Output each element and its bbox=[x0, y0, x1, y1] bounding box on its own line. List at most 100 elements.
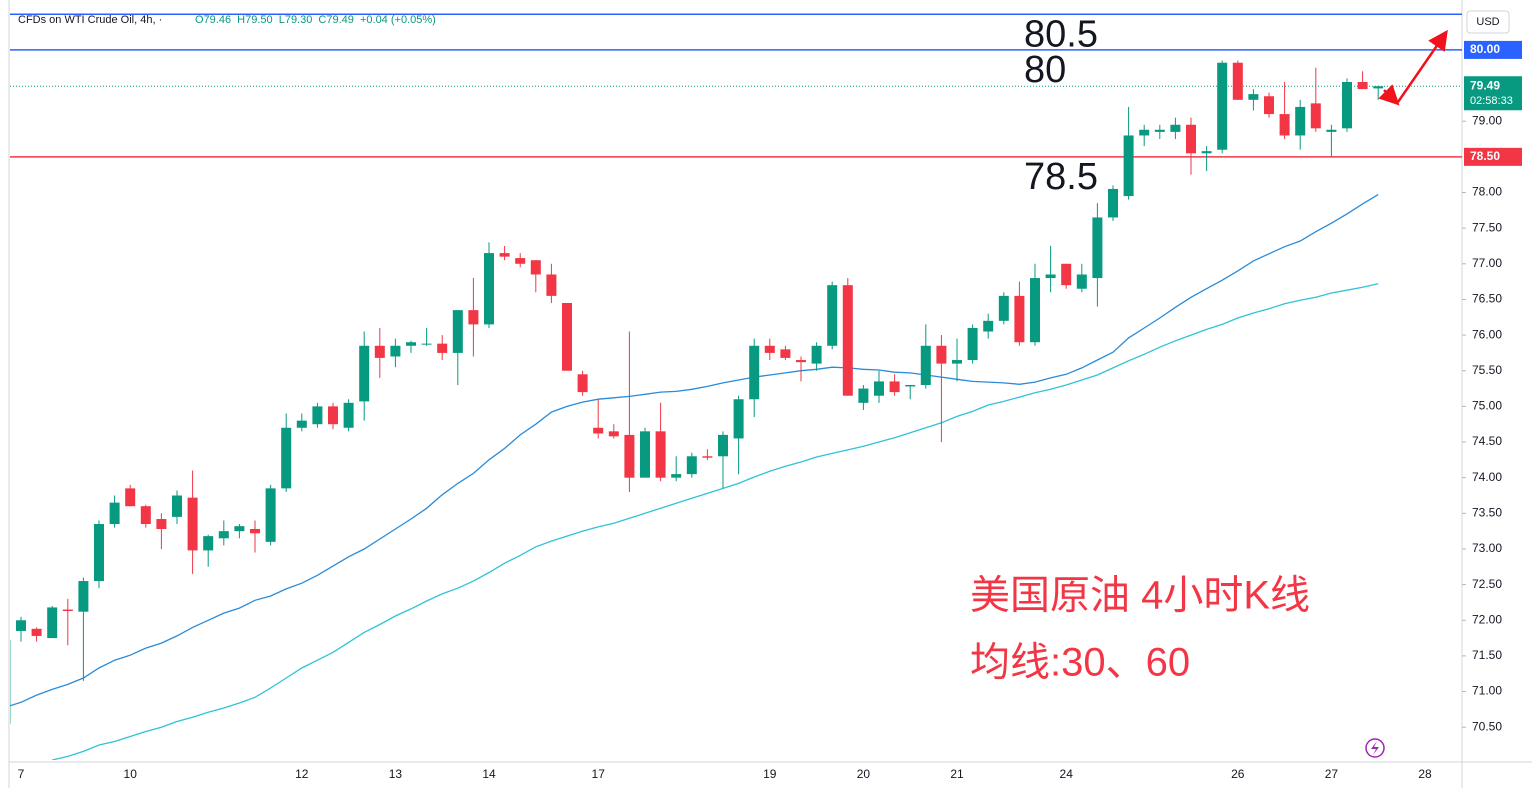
candle-body bbox=[686, 456, 697, 475]
candle-body bbox=[468, 310, 479, 325]
candle-body bbox=[452, 310, 463, 353]
x-tick-label: 28 bbox=[1418, 767, 1432, 781]
candle-body bbox=[733, 399, 744, 439]
last-price-box bbox=[1464, 76, 1522, 111]
candle-body bbox=[1076, 274, 1087, 289]
candle-body bbox=[1108, 188, 1118, 218]
candle-body bbox=[10, 640, 11, 724]
candle-body bbox=[780, 349, 791, 358]
candle-body bbox=[1123, 135, 1134, 197]
candle-body bbox=[967, 327, 978, 361]
candle-body bbox=[764, 345, 775, 353]
candle-body bbox=[125, 488, 136, 507]
candle-body bbox=[1295, 106, 1306, 136]
y-tick-label: 74.50 bbox=[1472, 434, 1502, 448]
candle-body bbox=[484, 253, 494, 325]
candle-body bbox=[936, 345, 947, 364]
ohlc-open: O79.46 bbox=[195, 14, 231, 26]
candle-body bbox=[671, 474, 682, 478]
arrow-down bbox=[1378, 84, 1400, 106]
x-tick-label: 17 bbox=[592, 767, 606, 781]
arrow-up bbox=[1396, 29, 1448, 103]
x-tick-label: 26 bbox=[1231, 767, 1245, 781]
y-tick-label: 76.00 bbox=[1472, 327, 1502, 341]
candle-body bbox=[499, 253, 510, 257]
candle-body bbox=[187, 497, 198, 551]
plot-area bbox=[10, 13, 1462, 760]
candle-body bbox=[920, 345, 931, 385]
level-price-box bbox=[1464, 40, 1522, 59]
countdown: 02:58:33 bbox=[1470, 95, 1513, 107]
moving-average bbox=[52, 283, 1379, 760]
ohlc: O79.46 H79.50 L79.30 C79.49 +0.04 (+0.05… bbox=[195, 14, 436, 26]
candle-body bbox=[1248, 94, 1259, 100]
candle-body bbox=[624, 434, 635, 478]
candle-body bbox=[858, 388, 869, 403]
candle-body bbox=[640, 431, 650, 478]
y-tick-label: 74.00 bbox=[1472, 470, 1502, 484]
y-tick-label: 77.00 bbox=[1472, 256, 1502, 270]
candle-body bbox=[827, 285, 838, 346]
candle-body bbox=[218, 531, 229, 539]
ohlc-change: +0.04 (+0.05%) bbox=[360, 14, 436, 26]
x-tick-label: 13 bbox=[389, 767, 403, 781]
y-tick-label: 72.50 bbox=[1472, 577, 1502, 591]
candle-body bbox=[1217, 62, 1228, 150]
candle-body bbox=[562, 303, 572, 371]
chart-note: 美国原油 4小时K线 bbox=[970, 574, 1310, 618]
x-tick-label: 27 bbox=[1325, 767, 1339, 781]
candle-body bbox=[515, 258, 526, 264]
candle-body bbox=[78, 581, 89, 612]
candle-body bbox=[1232, 62, 1243, 100]
currency-button[interactable] bbox=[1466, 10, 1510, 34]
chart-note: 均线:30、60 bbox=[970, 641, 1190, 685]
candle-body bbox=[1201, 151, 1212, 154]
level-price-label: 78.50 bbox=[1470, 149, 1500, 163]
candle-body bbox=[1030, 278, 1040, 343]
candle-body bbox=[1357, 81, 1368, 90]
candle-body bbox=[593, 427, 604, 434]
y-tick-label: 75.50 bbox=[1472, 363, 1502, 377]
candle-body bbox=[1186, 124, 1196, 154]
x-tick-label: 12 bbox=[295, 767, 309, 781]
x-tick-label: 14 bbox=[482, 767, 496, 781]
alert-icon-bolt bbox=[1371, 741, 1379, 755]
candle-body bbox=[437, 343, 448, 353]
candle-body bbox=[546, 274, 557, 296]
y-tick-label: 73.00 bbox=[1472, 541, 1502, 555]
candle-body bbox=[172, 495, 182, 517]
candle-body bbox=[374, 345, 385, 358]
ohlc-low: L79.30 bbox=[279, 14, 313, 26]
candle-body bbox=[952, 360, 962, 364]
candle-body bbox=[62, 609, 73, 611]
candle-body bbox=[94, 524, 104, 582]
candle-body bbox=[749, 345, 760, 400]
candle-body bbox=[1014, 295, 1025, 343]
candle-body bbox=[889, 381, 900, 393]
currency[interactable]: USD bbox=[1476, 16, 1499, 28]
level-price-box bbox=[1464, 147, 1522, 166]
candle-body bbox=[359, 345, 370, 402]
candle-body bbox=[1170, 124, 1181, 132]
candle-body bbox=[1310, 103, 1321, 129]
y-tick-label: 76.50 bbox=[1472, 292, 1502, 306]
candle-body bbox=[296, 420, 307, 428]
candle-body bbox=[1092, 217, 1103, 279]
y-tick-label: 78.00 bbox=[1472, 185, 1502, 199]
candle-body bbox=[796, 360, 806, 363]
candle-body bbox=[250, 529, 260, 534]
y-tick-label: 73.50 bbox=[1472, 505, 1502, 519]
alert-icon[interactable] bbox=[1365, 738, 1385, 758]
candle-body bbox=[109, 502, 120, 525]
x-tick-label: 24 bbox=[1060, 767, 1074, 781]
ohlc-high: H79.50 bbox=[237, 14, 272, 26]
candle-body bbox=[1045, 274, 1056, 279]
candle-body bbox=[577, 374, 588, 393]
candle-body bbox=[1326, 129, 1337, 132]
candle-body bbox=[203, 536, 214, 551]
candle-body bbox=[47, 607, 58, 639]
x-tick-label: 7 bbox=[18, 767, 25, 781]
